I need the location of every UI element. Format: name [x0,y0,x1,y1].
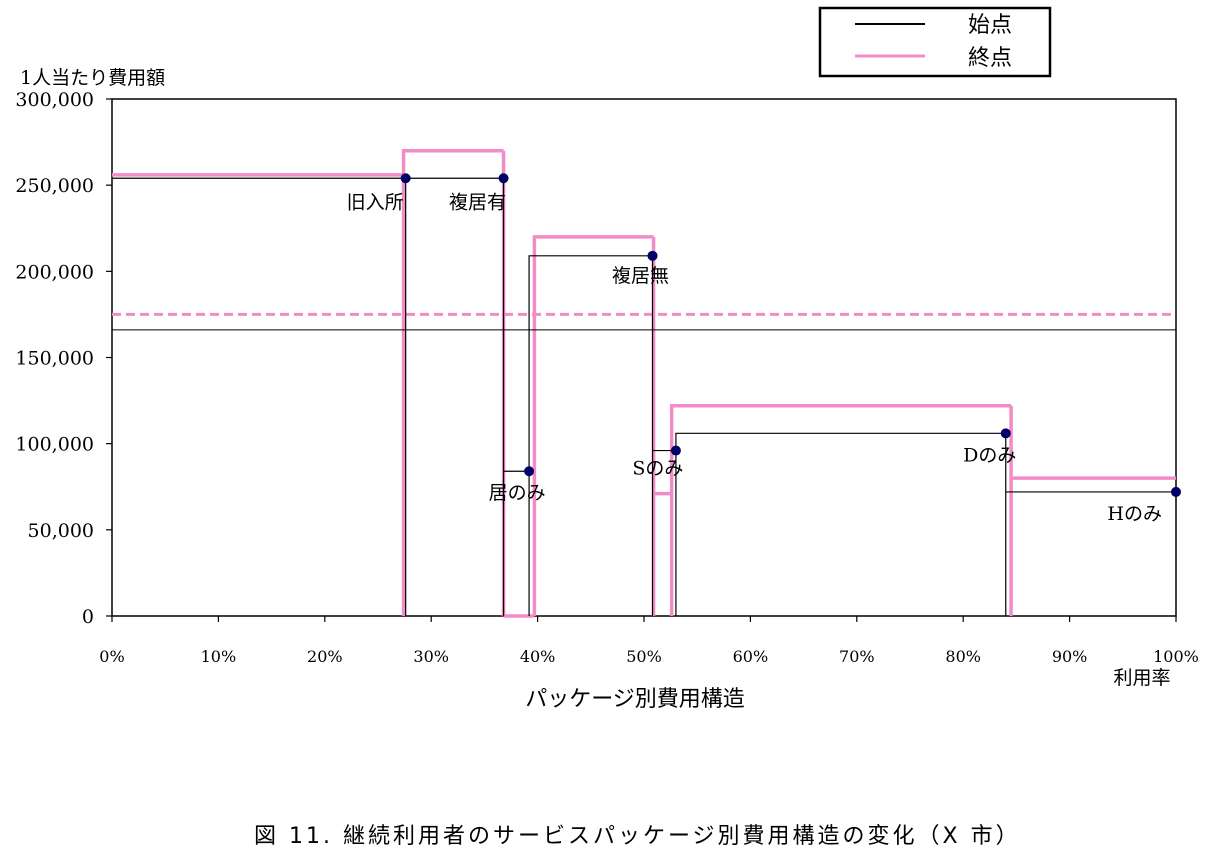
x-tick-label: 10% [201,647,237,666]
data-point [647,250,658,261]
y-axis: 0 50,000 100,000 150,000 200,000 250,000 300,0… [15,89,112,628]
y-tick-label: 100,000 [15,434,94,456]
data-point [670,445,681,456]
x-tick-label: 90% [1052,647,1088,666]
data-label: 旧入所 [347,191,404,213]
chart: 0 50,000 100,000 150,000 200,000 250,000 300,0… [15,6,1199,712]
legend-box [818,6,1052,78]
y-tick-label: 200,000 [15,261,94,283]
y-tick-label: 300,000 [15,89,94,111]
y-tick-label: 250,000 [15,175,94,197]
x-tick-label: 0% [99,647,124,666]
data-label: Sのみ [632,458,683,480]
data-point [1171,486,1181,497]
y-tick-label: 0 [82,606,94,628]
data-label: Dのみ [963,444,1016,466]
x-tick-label: 80% [945,647,981,666]
x-tick-label: 30% [413,647,449,666]
y-tick-label: 50,000 [28,520,94,542]
legend: 始点 終点 [818,6,1052,78]
y-tick-label: 150,000 [15,348,94,370]
x-axis: 0% 10% 20% 30% 40% 50% 60% 70% 80% 90% 100% [99,616,1199,666]
data-label: 居のみ [489,482,546,504]
x-axis-label: パッケージ別費用構造 [525,687,745,712]
data-point [1000,428,1011,439]
x-tick-label: 20% [307,647,343,666]
data-point [524,466,535,477]
legend-label-end: 終点 [968,46,1012,71]
x-tick-label: 60% [733,647,769,666]
data-point [498,173,509,184]
data-label: 複居無 [612,265,669,287]
x-tick-label: 40% [520,647,556,666]
x-axis-end-label: 利用率 [1113,667,1170,689]
y-axis-label: 1人当たり費用額 [20,67,165,89]
x-tick-label: 70% [839,647,875,666]
data-label: 複居有 [449,191,506,213]
data-label: Hのみ [1107,503,1162,525]
legend-label-start: 始点 [968,13,1012,38]
x-tick-label: 100% [1153,647,1199,666]
x-tick-label: 50% [626,647,662,666]
plot-area [111,98,1177,617]
figure-caption: 図 11. 継続利用者のサービスパッケージ別費用構造の変化（X 市） [254,824,1021,849]
data-point [400,173,411,184]
